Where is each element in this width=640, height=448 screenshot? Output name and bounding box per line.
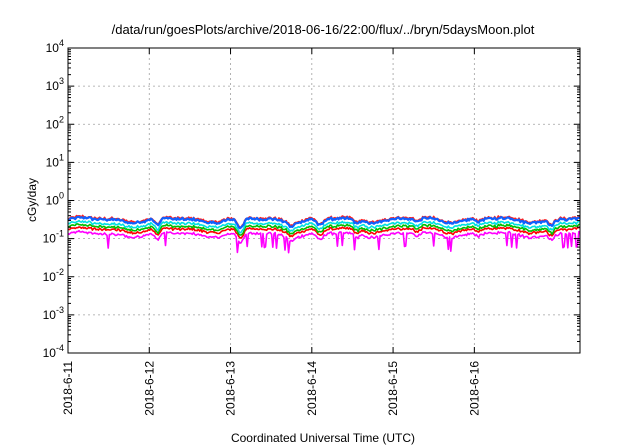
y-tick-label: 10-1	[43, 229, 64, 246]
x-tick-label: 2018-6-16	[467, 361, 481, 416]
x-tick-label: 2018-6-12	[142, 361, 156, 416]
series-line	[67, 226, 581, 239]
chart-title: /data/run/goesPlots/archive/2018-06-16/2…	[112, 22, 535, 37]
x-tick-labels: 2018-6-11 2018-6-12 2018-6-13 2018-6-14 2018…	[61, 361, 481, 416]
series-line	[67, 215, 581, 230]
x-tick-label: 2018-6-13	[224, 361, 238, 416]
y-tick-label: 101	[46, 152, 64, 169]
series-line	[67, 223, 581, 236]
y-tick-label: 104	[46, 38, 64, 55]
y-tick-label: 10-2	[43, 267, 64, 284]
y-tick-labels: 10-4 10-3 10-2 10-1 100 101 102 103 104	[43, 38, 64, 360]
axis-ticks	[67, 47, 580, 354]
grid-lines	[68, 48, 580, 353]
x-axis-label: Coordinated Universal Time (UTC)	[231, 431, 415, 445]
series-line	[67, 219, 581, 234]
y-axis-label: cGy/day	[25, 178, 39, 222]
plot-series	[67, 214, 581, 254]
series-line	[67, 229, 581, 254]
y-tick-label: 102	[46, 114, 64, 131]
x-tick-label: 2018-6-14	[305, 361, 319, 416]
y-tick-label: 10-3	[43, 305, 64, 322]
x-tick-label: 2018-6-11	[61, 361, 75, 415]
y-tick-label: 10-4	[43, 343, 64, 360]
x-tick-label: 2018-6-15	[386, 361, 400, 416]
y-tick-label: 103	[46, 76, 64, 93]
y-tick-label: 100	[46, 191, 64, 208]
